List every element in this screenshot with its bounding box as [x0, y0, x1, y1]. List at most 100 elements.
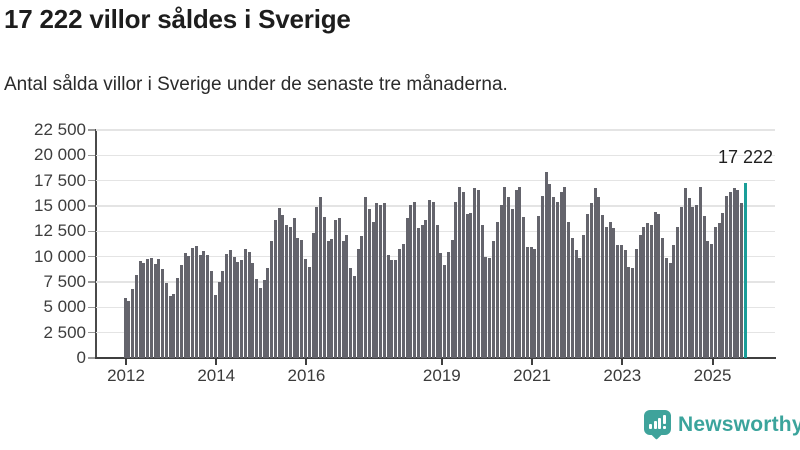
- bar: [491, 241, 495, 358]
- bar: [431, 201, 435, 358]
- bar: [243, 248, 247, 358]
- bar: [578, 258, 582, 358]
- gridline: [96, 281, 775, 283]
- bar: [225, 253, 229, 358]
- bar: [179, 264, 183, 358]
- bar: [221, 270, 225, 358]
- bar: [672, 245, 676, 358]
- y-axis-tick: [88, 205, 95, 207]
- bar: [616, 245, 620, 358]
- bar: [315, 207, 319, 358]
- bar: [240, 259, 244, 358]
- bar: [123, 298, 127, 358]
- page-title: 17 222 villor såldes i Sverige: [4, 4, 351, 34]
- y-tick-label: 5 000: [43, 297, 86, 317]
- bar: [488, 258, 492, 358]
- bar: [187, 255, 191, 358]
- bar: [619, 245, 623, 358]
- bar: [127, 301, 131, 358]
- bar: [657, 213, 661, 358]
- bar: [446, 251, 450, 358]
- bar: [375, 203, 379, 358]
- bar: [653, 211, 657, 358]
- bar: [168, 296, 172, 358]
- y-tick-label: 20 000: [34, 145, 86, 165]
- bar: [356, 248, 360, 358]
- y-axis-tick: [88, 357, 95, 359]
- gridline: [96, 129, 775, 131]
- bar: [706, 241, 710, 358]
- bar: [382, 203, 386, 358]
- bar: [161, 268, 165, 358]
- bar: [593, 188, 597, 358]
- x-axis-tick: [305, 359, 308, 365]
- bar: [518, 186, 522, 358]
- bar: [247, 251, 251, 358]
- bar: [319, 196, 323, 358]
- bar: [649, 225, 653, 358]
- bar: [484, 256, 488, 358]
- bar: [300, 239, 304, 358]
- x-axis-line: [95, 357, 776, 359]
- x-tick-label: 2014: [197, 366, 236, 385]
- gridline: [96, 154, 775, 157]
- bar: [713, 227, 717, 358]
- gridline: [96, 306, 775, 309]
- gridline: [96, 205, 775, 207]
- bar: [164, 283, 168, 358]
- y-tick-label: 0: [76, 348, 86, 367]
- bar: [461, 191, 465, 358]
- bar: [149, 257, 153, 358]
- y-tick-label: 17 500: [34, 170, 86, 190]
- bar: [601, 215, 605, 358]
- bar: [386, 255, 390, 358]
- bar: [435, 225, 439, 358]
- bar: [555, 201, 559, 358]
- y-axis-tick: [88, 306, 95, 309]
- bar: [544, 171, 548, 358]
- bar: [202, 250, 206, 358]
- bar: [428, 199, 432, 358]
- x-tick-label: 2021: [513, 366, 551, 385]
- bar: [416, 228, 420, 358]
- bar: [198, 254, 202, 358]
- exclamation-icon: [662, 415, 666, 429]
- last-value-label: 17 222: [717, 147, 773, 167]
- y-tick-label: 7 500: [43, 272, 86, 291]
- bar: [567, 221, 571, 358]
- bar: [732, 188, 736, 358]
- y-tick-label: 10 000: [34, 246, 86, 266]
- y-axis-tick: [88, 255, 95, 258]
- bar: [687, 198, 691, 358]
- bar: [533, 248, 537, 358]
- bar: [288, 227, 292, 358]
- bar: [480, 225, 484, 358]
- bar: [683, 188, 687, 358]
- bar: [721, 213, 725, 358]
- bar: [367, 208, 371, 358]
- bar: [176, 277, 180, 358]
- x-axis-tick: [125, 359, 127, 365]
- bar: [525, 246, 529, 358]
- bar: [413, 201, 417, 358]
- y-axis-tick: [88, 179, 95, 182]
- bar: [570, 238, 574, 358]
- bar: [262, 279, 266, 358]
- bar: [217, 282, 221, 358]
- bar: [540, 195, 544, 358]
- gridline: [96, 230, 775, 233]
- bar: [394, 259, 398, 358]
- bar: [638, 234, 642, 358]
- y-tick-label: 22 500: [34, 120, 86, 139]
- x-axis-tick: [215, 359, 218, 365]
- bar: [206, 254, 210, 358]
- x-tick-label: 2025: [693, 366, 732, 385]
- bar: [277, 208, 281, 358]
- chart-subtitle: Antal sålda villor i Sverige under de se…: [4, 74, 508, 95]
- bar: [131, 289, 135, 358]
- y-axis-tick: [88, 331, 95, 334]
- speech-bubble: [644, 410, 671, 435]
- bar: [473, 188, 477, 358]
- bar: [597, 196, 601, 358]
- bar: [303, 258, 307, 358]
